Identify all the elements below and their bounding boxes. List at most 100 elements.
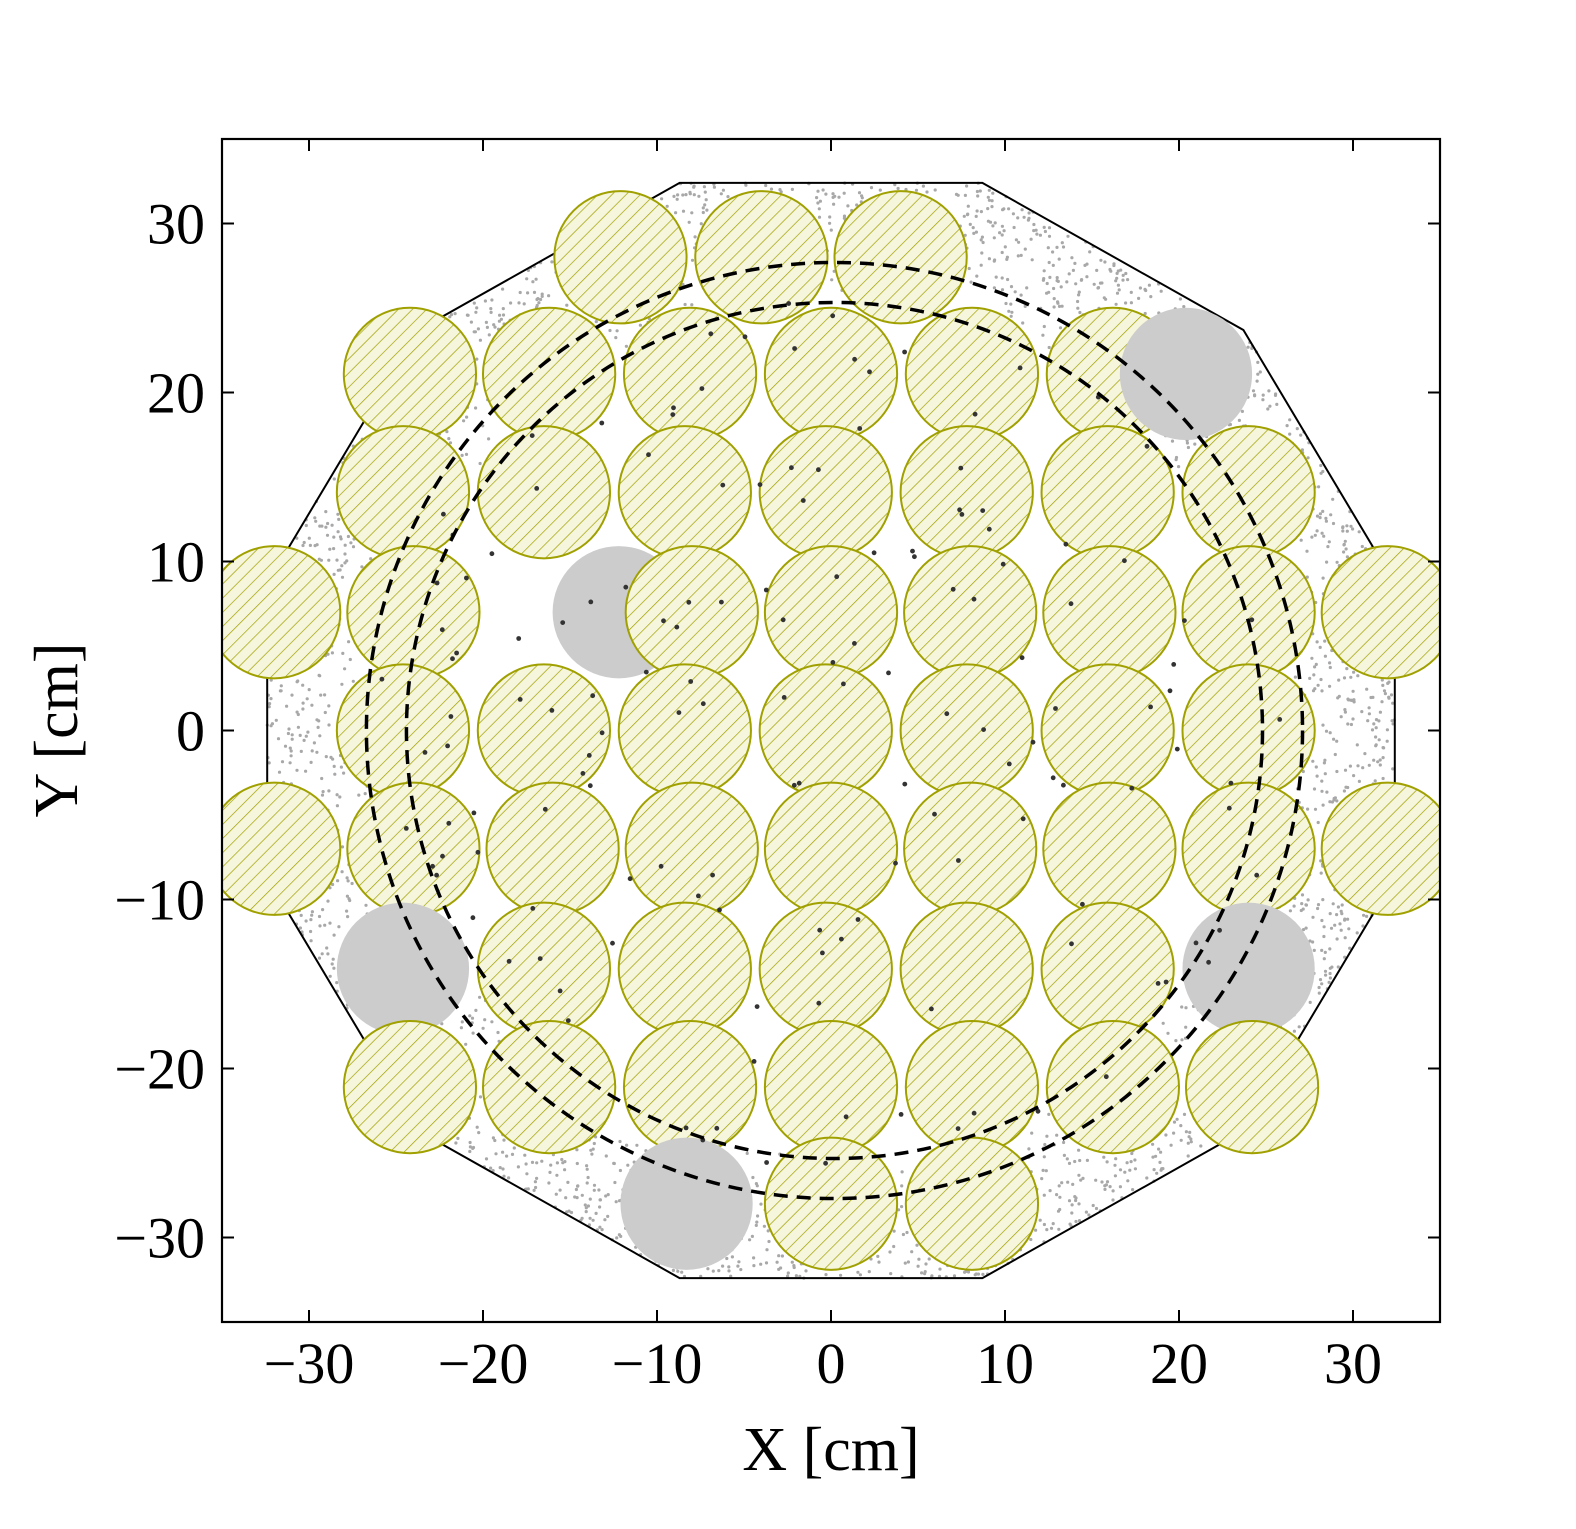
event-point [1121, 278, 1125, 282]
event-point [876, 1254, 880, 1258]
event-point [1144, 288, 1148, 293]
event-point [298, 926, 302, 930]
event-point [1123, 1170, 1127, 1174]
event-point [453, 312, 457, 316]
event-point [1349, 675, 1353, 679]
event-point [1304, 926, 1308, 930]
event-point [357, 793, 361, 797]
event-point [697, 194, 701, 198]
event-point [1301, 928, 1306, 932]
event-point-inner [971, 1110, 977, 1116]
event-point-inner [646, 452, 651, 458]
event-point [1237, 418, 1241, 422]
event-point-inner [717, 907, 722, 913]
event-point [736, 1264, 740, 1268]
event-point [501, 307, 505, 311]
event-point [1062, 1153, 1066, 1157]
event-point [321, 908, 325, 912]
event-point [1116, 269, 1120, 273]
event-point [1137, 296, 1141, 300]
event-point [301, 683, 305, 687]
event-point [1324, 516, 1328, 521]
event-point [346, 534, 350, 539]
event-point [501, 1150, 505, 1154]
event-point [1121, 273, 1125, 277]
event-point [1095, 268, 1099, 272]
event-point [1339, 715, 1343, 719]
event-point [1351, 689, 1355, 693]
event-point-inner [529, 433, 535, 438]
event-point [1052, 297, 1056, 301]
y-tick-label: 30 [147, 192, 205, 257]
event-point [900, 1205, 904, 1209]
event-point [1381, 746, 1385, 750]
event-point [591, 1218, 595, 1222]
event-point [683, 302, 687, 307]
event-point [1000, 224, 1005, 228]
event-point [341, 651, 345, 656]
event-point [1180, 1005, 1184, 1009]
event-point [1351, 527, 1355, 531]
event-point-inner [816, 1000, 822, 1006]
event-point [1055, 1133, 1059, 1137]
event-point [1311, 759, 1315, 763]
event-point [487, 437, 491, 441]
event-point [1000, 288, 1005, 292]
event-point [343, 552, 347, 556]
event-point [1076, 299, 1080, 304]
event-point [1070, 256, 1074, 260]
event-point [286, 731, 290, 736]
event-point [1077, 1202, 1081, 1206]
pmt [342, 306, 478, 442]
event-point [608, 328, 612, 333]
event-point [558, 1188, 562, 1192]
event-point [856, 1270, 860, 1274]
event-point-inner [1019, 655, 1025, 661]
event-point [1051, 263, 1055, 267]
event-point [1057, 1227, 1061, 1231]
event-point [815, 196, 819, 200]
event-point [1316, 820, 1320, 825]
event-point [1174, 455, 1179, 460]
event-point [306, 730, 310, 734]
event-point [459, 1026, 463, 1030]
event-point [755, 1220, 759, 1224]
event-point [745, 1151, 749, 1155]
event-point [1062, 1140, 1066, 1145]
event-point [1113, 1174, 1117, 1178]
event-point-inner [1063, 541, 1069, 547]
event-point-inner [1249, 617, 1255, 623]
fiducial-circle-1 [404, 300, 1265, 1161]
event-point [478, 1095, 483, 1099]
event-point [1326, 545, 1330, 549]
event-point [1042, 269, 1046, 273]
event-point-inner [448, 714, 454, 719]
event-point [580, 1216, 584, 1220]
event-point [1105, 1180, 1110, 1184]
event-point [1342, 542, 1346, 547]
event-point [1071, 268, 1075, 272]
event-point [1256, 360, 1260, 364]
event-point [1078, 1158, 1082, 1163]
event-point [296, 725, 300, 729]
event-point [535, 303, 539, 308]
event-point-inner [700, 701, 706, 707]
event-point [1258, 370, 1262, 374]
event-point [1253, 394, 1257, 398]
event-point [1295, 427, 1299, 431]
event-point [1335, 937, 1339, 941]
y-axis-label: Y [cm] [23, 642, 91, 817]
event-point [1343, 936, 1347, 940]
event-point [1316, 683, 1320, 687]
event-point [1311, 915, 1315, 919]
event-point-inner [898, 1112, 904, 1117]
event-point [1324, 519, 1328, 523]
event-point [1094, 1206, 1099, 1211]
event-point [889, 1272, 893, 1276]
event-point [1299, 908, 1303, 913]
event-point [1340, 912, 1344, 916]
event-point [1012, 225, 1016, 230]
event-point [1348, 764, 1352, 768]
event-point [1328, 966, 1332, 970]
event-point-inner [530, 906, 536, 911]
